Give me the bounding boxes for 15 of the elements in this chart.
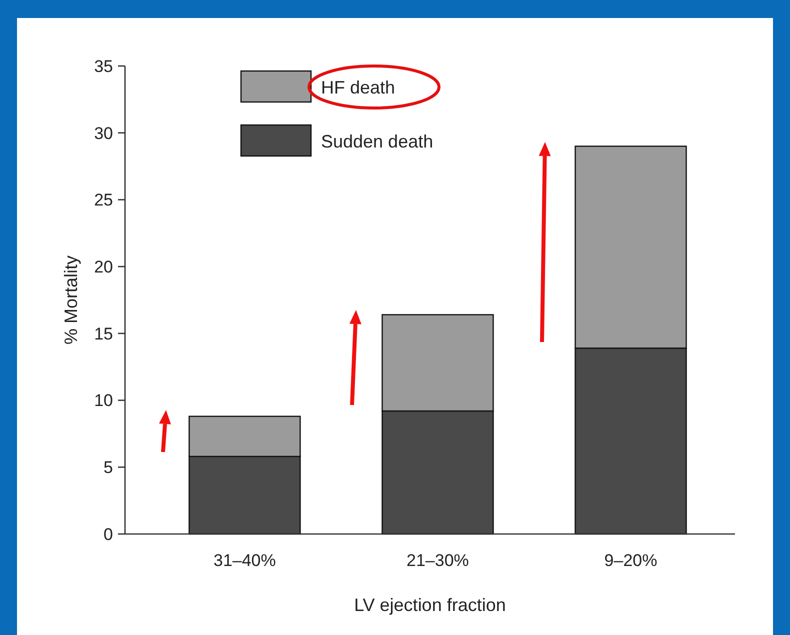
y-tick-label: 35 [94,56,113,76]
y-tick-label: 20 [94,258,113,277]
y-tick-label: 10 [94,391,113,410]
x-axis-title: LV ejection fraction [354,595,506,615]
y-tick-label: 0 [104,524,113,544]
y-axis-title: % Mortality [61,255,81,345]
x-tick-label: 21–30% [406,551,469,570]
y-tick-label: 5 [104,458,113,478]
y-tick-label: 15 [94,324,113,344]
x-tick-label: 9–20% [604,551,658,570]
y-tick-label: 30 [94,124,113,143]
legend-label: Sudden death [321,131,434,152]
legend-label: HF death [321,77,396,98]
x-tick-label: 31–40% [213,551,276,570]
y-tick-label: 25 [94,190,113,210]
